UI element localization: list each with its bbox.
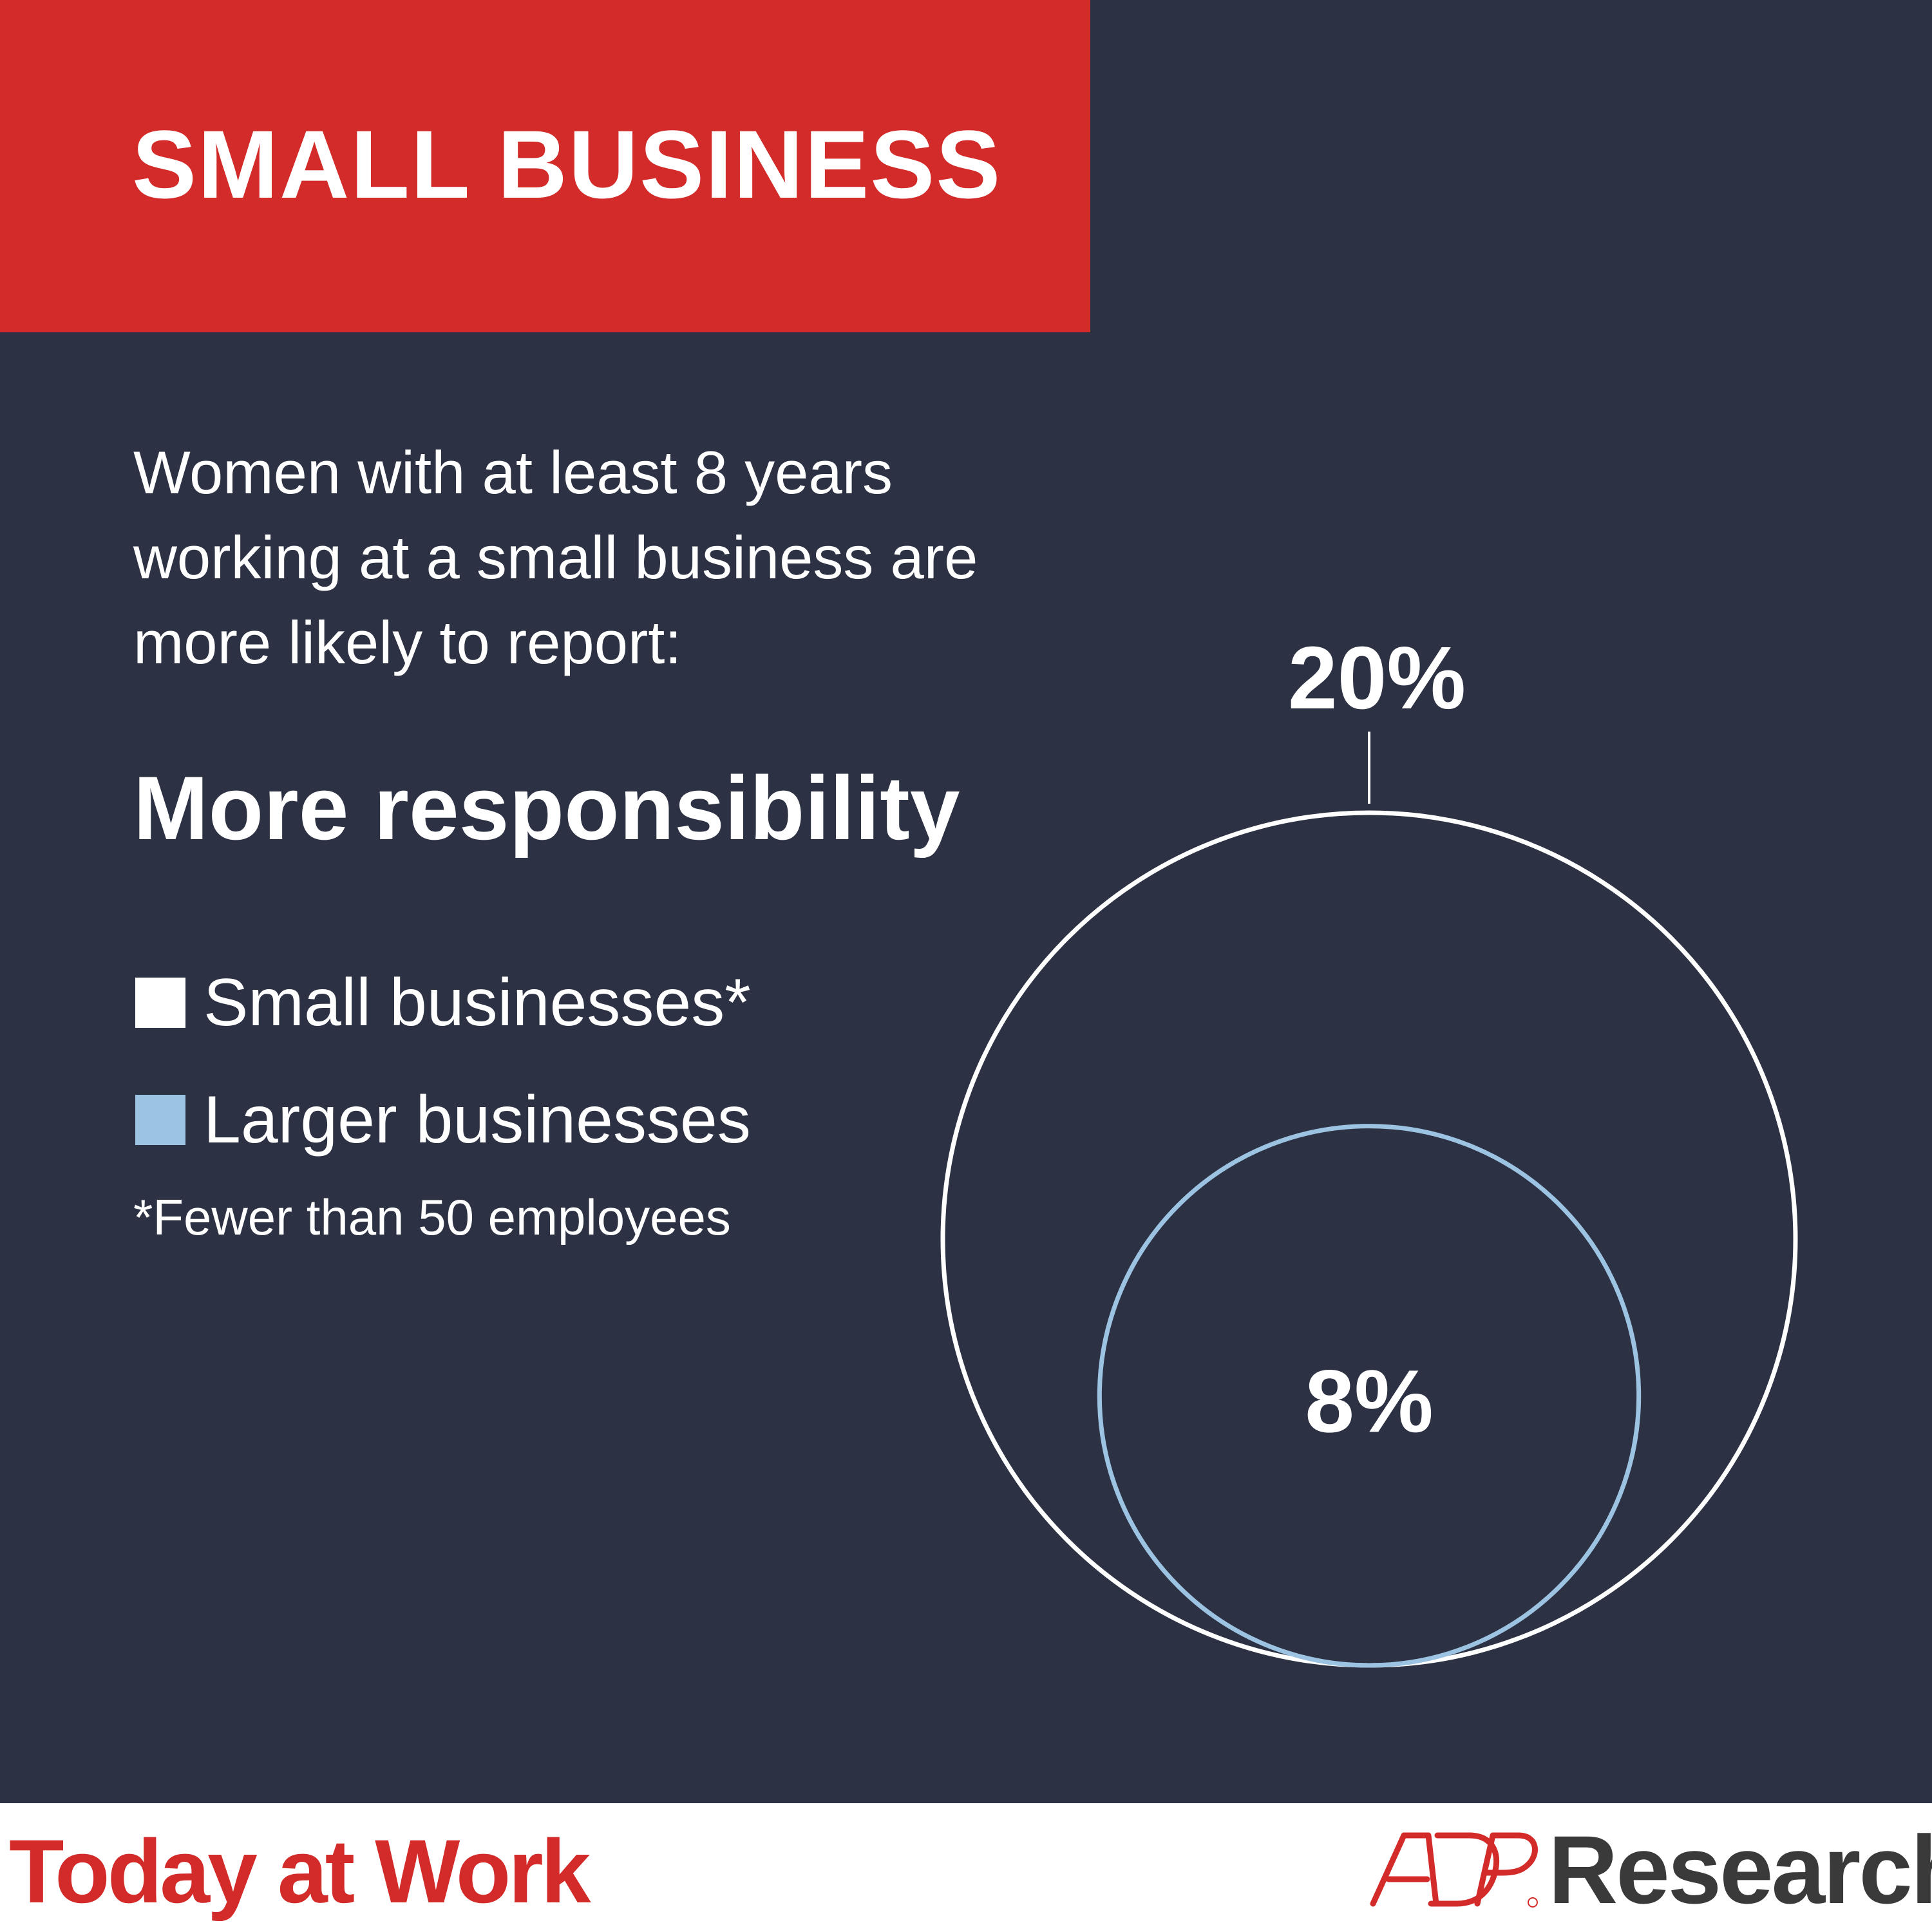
legend-label-small-businesses: Small businesses* bbox=[204, 965, 751, 1040]
legend-item-larger-businesses: Larger businesses bbox=[135, 1078, 751, 1162]
header-band: SMALL BUSINESS bbox=[0, 0, 1090, 332]
value-label-larger-businesses: 8% bbox=[1305, 1352, 1433, 1451]
header-title: SMALL BUSINESS bbox=[132, 110, 1002, 218]
adp-logo-icon bbox=[1370, 1832, 1538, 1908]
today-at-work-logo: Today at Work bbox=[9, 1821, 591, 1922]
chart-headline: More responsibility bbox=[133, 757, 960, 858]
brand-word-research: Research bbox=[1548, 1815, 1932, 1924]
value-label-small-businesses: 20% bbox=[1288, 629, 1466, 728]
footer-band bbox=[0, 1803, 1932, 1932]
legend-swatch-larger-businesses bbox=[135, 1095, 185, 1145]
circle-larger-businesses bbox=[1097, 1124, 1642, 1668]
adp-research-brand: Research bbox=[1367, 1815, 1932, 1924]
legend: Small businesses* Larger businesses bbox=[135, 961, 751, 1195]
legend-item-small-businesses: Small businesses* bbox=[135, 961, 751, 1045]
footnote: *Fewer than 50 employees bbox=[133, 1189, 731, 1245]
legend-swatch-small-businesses bbox=[135, 978, 185, 1028]
legend-label-larger-businesses: Larger businesses bbox=[204, 1083, 751, 1157]
circle-small-businesses bbox=[940, 810, 1798, 1668]
intro-text: Women with at least 8 years working at a… bbox=[133, 439, 978, 676]
